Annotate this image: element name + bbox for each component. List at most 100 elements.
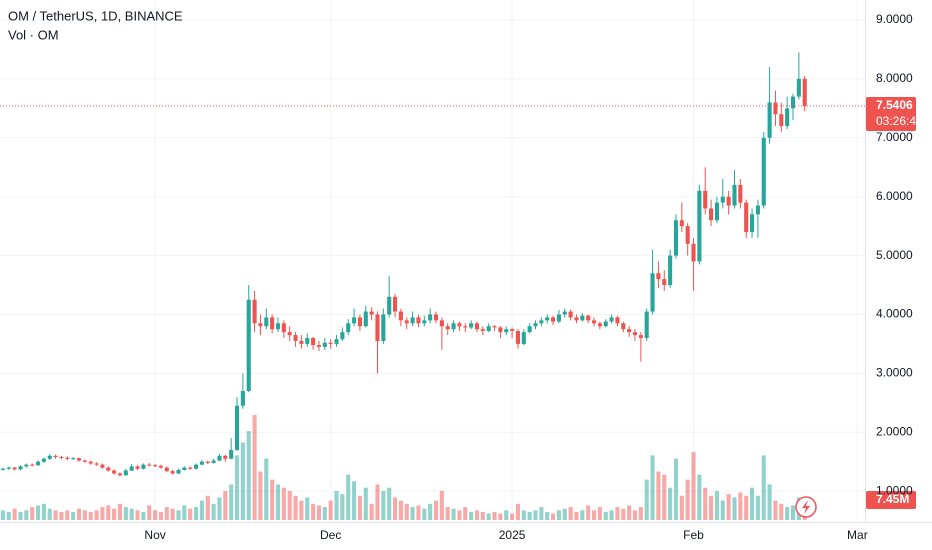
volume-bar: [12, 508, 17, 520]
candle-body: [153, 465, 158, 467]
volume-bar: [428, 503, 433, 520]
volume-bar: [627, 505, 632, 520]
candle-body: [334, 339, 339, 344]
candle-body: [480, 329, 485, 331]
alert-icon[interactable]: [795, 496, 817, 518]
y-tick-label: 1.0000: [876, 483, 913, 497]
volume-bar: [258, 471, 263, 520]
candle-body: [527, 326, 532, 333]
candle-body: [428, 314, 433, 321]
volume-bar: [94, 510, 99, 520]
volume-bar: [18, 511, 23, 520]
volume-title: Vol · OM: [8, 27, 59, 42]
volume-bar: [158, 511, 163, 520]
volume-bar: [135, 510, 140, 520]
volume-bar: [510, 513, 515, 520]
volume-bar: [322, 507, 327, 520]
candle-body: [299, 340, 304, 344]
candle-body: [311, 338, 316, 346]
countdown-label: 03:26:40: [876, 114, 923, 128]
volume-bar: [527, 511, 532, 520]
volume-bar: [609, 510, 614, 520]
candle-body: [755, 205, 760, 215]
volume-bar: [112, 508, 117, 520]
volume-bar: [591, 510, 597, 520]
candle-body: [545, 317, 550, 321]
candle-body: [258, 323, 263, 327]
volume-bar: [673, 458, 679, 520]
y-tick-label: 5.0000: [876, 248, 913, 262]
candle-body: [147, 464, 152, 466]
volume-bar: [580, 510, 585, 520]
volume-bar: [141, 511, 146, 520]
candle-body: [352, 317, 357, 324]
volume-bar: [469, 511, 474, 520]
candles: [0, 52, 807, 477]
candle-body: [720, 196, 725, 203]
candle-body: [240, 391, 245, 406]
volume-bar: [749, 487, 755, 520]
candle-body: [744, 202, 749, 233]
volume-bar: [422, 508, 427, 520]
volume-bar: [246, 431, 251, 520]
candle-body: [773, 102, 778, 115]
candle-body: [158, 465, 163, 468]
last-volume-label: 7.45M: [876, 492, 909, 506]
volume-bar: [790, 505, 796, 520]
volume-bar: [387, 487, 392, 520]
volume-bar: [170, 508, 175, 520]
volume-bar: [164, 507, 169, 520]
volume-bar: [30, 507, 35, 520]
volume-bar: [211, 503, 216, 520]
chart-title: OM / TetherUS, 1D, BINANCE: [8, 8, 183, 23]
volume-bar: [71, 511, 76, 520]
candle-body: [457, 323, 462, 327]
candle-body: [316, 345, 322, 347]
volume-bar: [129, 508, 134, 520]
candle-body: [112, 470, 117, 474]
candle-body: [422, 320, 427, 324]
candle-body: [568, 311, 573, 318]
volume-bar: [264, 458, 269, 520]
candle-body: [30, 464, 35, 466]
candle-body: [65, 457, 70, 459]
candle-body: [562, 311, 567, 315]
volume-bar: [392, 497, 398, 520]
volume-bar: [53, 510, 58, 520]
volume-bar: [305, 497, 310, 520]
volume-bar: [445, 507, 450, 520]
candle-body: [281, 323, 286, 333]
volume-bar: [375, 484, 380, 520]
volume-bar: [223, 490, 228, 520]
candle-body: [234, 405, 240, 450]
candle-body: [205, 461, 210, 463]
candle-body: [217, 455, 222, 461]
y-tick-label: 9.0000: [876, 12, 913, 26]
candle-body: [574, 317, 579, 321]
volume-bar: [738, 492, 743, 520]
volume-bar: [615, 507, 620, 520]
candle-body: [679, 220, 684, 227]
candle-body: [486, 326, 491, 331]
candle-body: [627, 329, 632, 333]
volume-bar: [662, 474, 667, 520]
candle-body: [697, 190, 702, 262]
candle-body: [53, 455, 58, 457]
volume-bar: [88, 511, 93, 520]
candle-body: [779, 114, 784, 127]
candle-body: [88, 461, 93, 464]
candle-body: [188, 467, 193, 469]
candle-body: [726, 196, 731, 206]
volume-bar: [82, 510, 87, 520]
candle-body: [392, 296, 398, 312]
volume-bar: [480, 511, 485, 520]
x-tick-label: 2025: [499, 528, 526, 542]
candle-body: [35, 461, 41, 466]
volume-bar: [24, 510, 29, 520]
candle-body: [71, 458, 76, 460]
candle-body: [76, 458, 82, 461]
candle-body: [47, 455, 52, 459]
candle-body: [363, 311, 368, 327]
candle-body: [129, 466, 134, 471]
candle-body: [802, 78, 807, 106]
